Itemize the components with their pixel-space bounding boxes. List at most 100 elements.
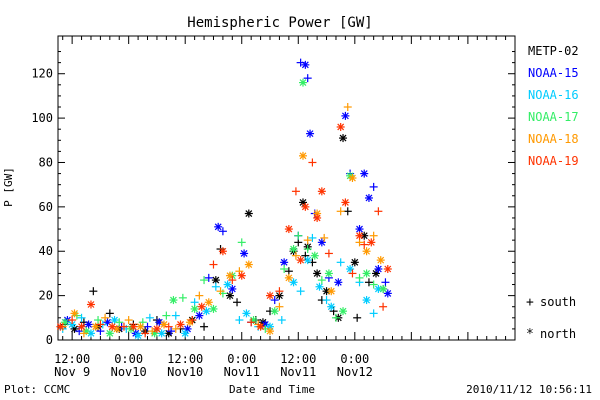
north-point-marker xyxy=(195,311,204,320)
legend-item-noaa-17: NOAA-17 xyxy=(528,110,579,124)
south-point-marker xyxy=(211,282,220,291)
north-point-marker xyxy=(244,209,253,218)
north-point-marker xyxy=(367,238,376,247)
north-point-marker xyxy=(362,296,371,305)
south-point-marker xyxy=(115,318,124,327)
north-point-marker xyxy=(190,304,199,313)
south-point-marker xyxy=(237,238,246,247)
south-point-marker xyxy=(209,260,218,269)
north-point-marker xyxy=(223,280,232,289)
north-point-marker xyxy=(298,78,307,87)
x-tick-label-time: 12:00 xyxy=(280,352,316,366)
north-point-marker xyxy=(225,291,234,300)
north-point-marker xyxy=(383,289,392,298)
x-tick-label-date: Nov 9 xyxy=(54,365,90,379)
south-point-marker xyxy=(277,316,286,325)
data-points xyxy=(56,58,392,340)
north-point-marker xyxy=(242,309,251,318)
north-point-marker xyxy=(303,256,312,265)
x-tick-label-date: Nov10 xyxy=(167,365,203,379)
north-point-marker xyxy=(77,322,86,331)
north-point-marker xyxy=(379,284,388,293)
north-point-marker xyxy=(209,304,218,313)
y-tick-label: 0 xyxy=(46,333,53,347)
north-point-marker xyxy=(362,247,371,256)
north-point-marker xyxy=(350,258,359,267)
south-point-marker xyxy=(296,287,305,296)
x-tick-label-time: 12:00 xyxy=(54,352,90,366)
south-point-marker xyxy=(143,322,152,331)
south-point-marker xyxy=(94,316,103,325)
south-point-marker xyxy=(317,276,326,285)
north-point-marker xyxy=(86,300,95,309)
legend: METP-02 NOAA-15 NOAA-16 NOAA-17 NOAA-18 NOAA-… xyxy=(528,44,579,168)
north-point-marker xyxy=(108,322,117,331)
north-point-marker xyxy=(152,324,161,333)
south-point-marker xyxy=(178,293,187,302)
south-marker-symbol: + xyxy=(526,295,534,310)
x-tick-label-time: 0:00 xyxy=(114,352,143,366)
south-point-marker xyxy=(369,182,378,191)
north-point-marker xyxy=(327,287,336,296)
north-point-marker xyxy=(327,302,336,311)
south-point-marker xyxy=(336,258,345,267)
north-point-marker xyxy=(136,322,145,331)
north-point-marker xyxy=(334,278,343,287)
x-tick-label-date: Nov11 xyxy=(280,365,316,379)
south-point-marker xyxy=(162,311,171,320)
north-point-marker xyxy=(376,256,385,265)
south-point-marker xyxy=(233,298,242,307)
y-tick-label: 80 xyxy=(39,155,53,169)
north-point-marker xyxy=(313,213,322,222)
south-point-marker xyxy=(360,240,369,249)
south-point-marker xyxy=(322,296,331,305)
south-point-marker xyxy=(200,322,209,331)
south-point-marker xyxy=(343,207,352,216)
y-tick-label: 60 xyxy=(39,200,53,214)
north-point-marker xyxy=(284,273,293,282)
north-point-marker xyxy=(266,327,275,336)
south-point-marker xyxy=(381,278,390,287)
south-point-marker xyxy=(247,318,256,327)
south-point-marker xyxy=(77,313,86,322)
north-point-marker xyxy=(266,291,275,300)
south-point-marker xyxy=(235,316,244,325)
north-point-marker xyxy=(218,247,227,256)
legend-item-noaa-19: NOAA-19 xyxy=(528,154,579,168)
north-point-marker xyxy=(105,329,114,338)
north-point-marker xyxy=(298,151,307,160)
x-tick-label-time: 0:00 xyxy=(227,352,256,366)
south-point-marker xyxy=(320,233,329,242)
x-tick-label-date: Nov10 xyxy=(111,365,147,379)
south-point-marker xyxy=(171,311,180,320)
south-point-marker xyxy=(89,287,98,296)
south-point-marker xyxy=(355,273,364,282)
north-point-marker xyxy=(296,256,305,265)
north-point-marker xyxy=(70,309,79,318)
north-point-marker xyxy=(336,122,345,131)
north-point-marker xyxy=(197,302,206,311)
south-point-marker xyxy=(101,313,110,322)
south-point-marker xyxy=(141,329,150,338)
south-point-marker xyxy=(119,322,128,331)
south-point-marker xyxy=(188,316,197,325)
south-point-marker xyxy=(369,280,378,289)
north-point-marker xyxy=(360,169,369,178)
south-point-marker xyxy=(195,291,204,300)
y-axis: 0 20 40 60 80 100 120 xyxy=(31,51,515,347)
south-point-marker xyxy=(167,327,176,336)
north-point-marker xyxy=(355,231,364,240)
north-point-marker xyxy=(134,331,143,340)
south-point-marker xyxy=(164,322,173,331)
north-point-marker xyxy=(270,307,279,316)
north-point-marker xyxy=(204,298,213,307)
south-point-marker xyxy=(145,313,154,322)
north-point-marker xyxy=(364,193,373,202)
north-point-marker xyxy=(341,111,350,120)
south-point-marker xyxy=(171,324,180,333)
south-point-marker xyxy=(331,313,340,322)
south-point-marker xyxy=(200,276,209,285)
south-point-marker xyxy=(308,158,317,167)
north-point-marker xyxy=(324,269,333,278)
north-point-marker xyxy=(289,245,298,254)
